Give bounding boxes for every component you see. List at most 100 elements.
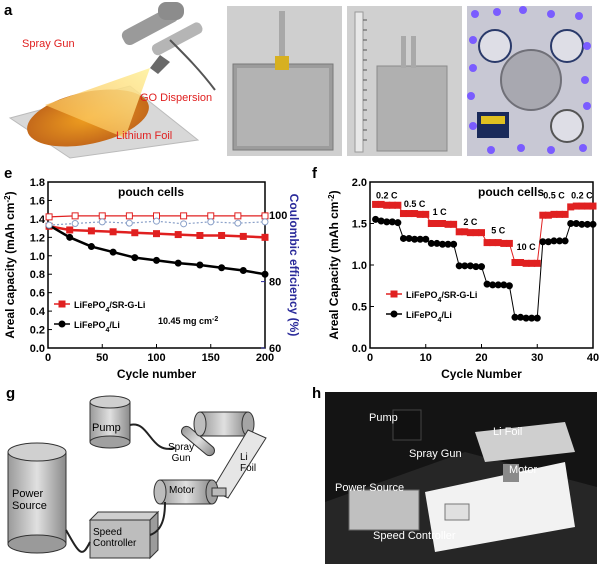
chart-e-ytick-6: 1.2 bbox=[30, 232, 45, 244]
g-label-power-source: Power Source bbox=[12, 488, 47, 512]
chart-f-xtick-2: 20 bbox=[475, 352, 487, 364]
chart-e-ce-point-2-2 bbox=[98, 212, 106, 220]
h-label-li-foil: Li Foil bbox=[493, 426, 523, 438]
photo-pouch-cell-b bbox=[227, 6, 342, 156]
chart-e-point-1-6 bbox=[174, 259, 182, 267]
chart-e-ce-point-3-5 bbox=[180, 220, 188, 228]
g-label-power-source-line2: Source bbox=[12, 500, 47, 512]
chart-e-y2tick-0: 60 bbox=[269, 343, 281, 355]
chart-f-point-1-36 bbox=[572, 220, 580, 227]
chart-e-ytick-0: 0.0 bbox=[30, 343, 45, 355]
label-spray-gun: Spray Gun bbox=[22, 38, 75, 50]
chart-f-point-0-29 bbox=[533, 259, 541, 267]
chart-f-point-1-20 bbox=[483, 280, 491, 288]
chart-e-point-1-5 bbox=[153, 256, 160, 264]
chart-f-point-1-4 bbox=[394, 219, 402, 227]
photo-led-display-d bbox=[467, 6, 592, 156]
chart-e-xtick-4: 200 bbox=[256, 352, 274, 364]
chart-e-ce-point-3-8 bbox=[261, 218, 269, 226]
chart-e-ylabel: Areal capacity (mAh cm-2) bbox=[3, 191, 18, 338]
chart-f-legend-label-1: LiFePO4/Li bbox=[406, 310, 452, 324]
chart-e-point-1-2 bbox=[87, 243, 95, 251]
chart-e-xtick-2: 100 bbox=[147, 352, 165, 364]
chart-e-ytick-3: 0.6 bbox=[30, 288, 45, 300]
chart-e-ytick-2: 0.4 bbox=[30, 306, 46, 318]
chart-f-point-1-19 bbox=[478, 263, 485, 271]
chart-f-point-1-29 bbox=[533, 314, 541, 322]
chart-f-point-1-3 bbox=[388, 218, 396, 226]
chart-e-point-0-10 bbox=[261, 233, 269, 241]
chart-e-y2label: Coulombic efficiency (%) bbox=[287, 194, 300, 337]
panel-letter-h: h bbox=[312, 385, 322, 402]
chart-f-rate-label-6: 0.5 C bbox=[543, 191, 565, 201]
chart-f-point-1-1 bbox=[377, 217, 385, 225]
chart-f-point-1-26 bbox=[517, 313, 525, 321]
panel-letter-g: g bbox=[6, 385, 16, 402]
chart-f-rate-label-7: 0.2 C bbox=[571, 191, 593, 201]
chart-e-ce-point-3-0 bbox=[45, 221, 53, 229]
chart-e-point-0-5 bbox=[153, 230, 160, 238]
chart-e-ce-point-3-7 bbox=[234, 219, 242, 227]
chart-f-xtick-1: 10 bbox=[420, 352, 432, 364]
chart-f-point-1-11 bbox=[433, 239, 441, 247]
chart-f-rate-label-1: 0.5 C bbox=[404, 199, 426, 209]
chart-e-point-0-8 bbox=[218, 231, 226, 239]
chart-e-point-0-2 bbox=[87, 227, 95, 235]
chart-e-point-0-3 bbox=[109, 228, 117, 236]
chart-f-xtick-4: 40 bbox=[587, 352, 599, 364]
chart-f-plot: 0 10 20 30 40 0.0 0.5 1.0 1.5 2.0 Cycle Number Area… bbox=[327, 177, 600, 380]
g-label-li-foil: Li Foil bbox=[240, 452, 256, 474]
chart-f-point-0-14 bbox=[450, 220, 458, 228]
panel-g-schematic: Pump Spray Gun Li Foil Motor Power Sourc… bbox=[0, 380, 310, 568]
spray-scene-svg bbox=[8, 2, 216, 159]
photo-pouch-cell-c bbox=[347, 6, 462, 156]
chart-e-plot: 0 50 100 150 200 0.0 0.2 0.4 0.6 0.8 1.0 1.2 1.4 1.6 1… bbox=[3, 177, 301, 380]
chart-f-ytick-0: 0.0 bbox=[352, 343, 367, 355]
chart-e-point-1-9 bbox=[239, 267, 247, 275]
chart-e-point-0-6 bbox=[174, 231, 182, 239]
g-label-motor: Motor bbox=[169, 485, 195, 496]
schematic-wires bbox=[65, 423, 176, 553]
chart-e-ce-point-3-3 bbox=[125, 219, 133, 227]
chart-e-ce-point-2-7 bbox=[234, 212, 242, 220]
g-label-speed-controller: Speed Controller bbox=[93, 527, 136, 549]
chart-e-point-0-7 bbox=[196, 231, 204, 239]
chart-e-ce-point-2-6 bbox=[207, 212, 215, 220]
g-label-li-foil-line1: Li bbox=[240, 452, 248, 463]
panel-letter-f: f bbox=[312, 165, 317, 182]
spray-cone bbox=[45, 68, 150, 138]
spray-gun-shape bbox=[181, 425, 215, 457]
chart-e-point-0-9 bbox=[239, 232, 247, 240]
chart-f-point-0-19 bbox=[478, 229, 485, 237]
chart-e-ytick-1: 0.2 bbox=[30, 325, 45, 337]
chart-e-ce-point-3-6 bbox=[207, 218, 215, 226]
chart-f-point-1-6 bbox=[405, 234, 413, 242]
chart-f-point-0-4 bbox=[394, 201, 402, 209]
chart-e-legend-label-1: LiFePO4/Li bbox=[74, 320, 120, 334]
g-label-spray-gun-line2: Gun bbox=[171, 453, 191, 464]
pump-shape bbox=[89, 395, 131, 449]
chart-f-point-1-14 bbox=[450, 240, 458, 248]
chart-f-rate-label-5: 10 C bbox=[517, 242, 537, 252]
chart-f-point-1-39 bbox=[589, 220, 597, 228]
label-lithium-foil: Lithium Foil bbox=[116, 130, 173, 142]
chart-e-loading-note: 10.45 mg cm-2 bbox=[158, 316, 218, 327]
chart-f-point-1-17 bbox=[466, 262, 474, 270]
chart-e-xtick-3: 150 bbox=[202, 352, 220, 364]
chart-e-point-0-4 bbox=[131, 229, 139, 237]
chart-e-ytick-4: 0.8 bbox=[30, 269, 45, 281]
chart-e-point-1-7 bbox=[196, 261, 204, 269]
chart-e-xtick-0: 0 bbox=[45, 352, 51, 364]
chart-f-point-1-9 bbox=[422, 235, 430, 243]
h-label-speed-controller: Speed Controller bbox=[373, 530, 456, 542]
h-label-power-source: Power Source bbox=[335, 482, 405, 494]
chart-f-legend-marker-0 bbox=[390, 290, 398, 298]
speed-controller-shape bbox=[88, 510, 160, 560]
chart-f-point-0-9 bbox=[422, 210, 430, 218]
h-label-pump: Pump bbox=[369, 412, 398, 424]
chart-f-point-1-0 bbox=[372, 215, 380, 223]
chart-e-ytick-5: 1.0 bbox=[30, 251, 45, 263]
chart-f-ytick-2: 1.0 bbox=[352, 260, 367, 272]
chart-e-legend-marker-1 bbox=[58, 320, 66, 328]
chart-f-point-1-34 bbox=[561, 237, 569, 245]
